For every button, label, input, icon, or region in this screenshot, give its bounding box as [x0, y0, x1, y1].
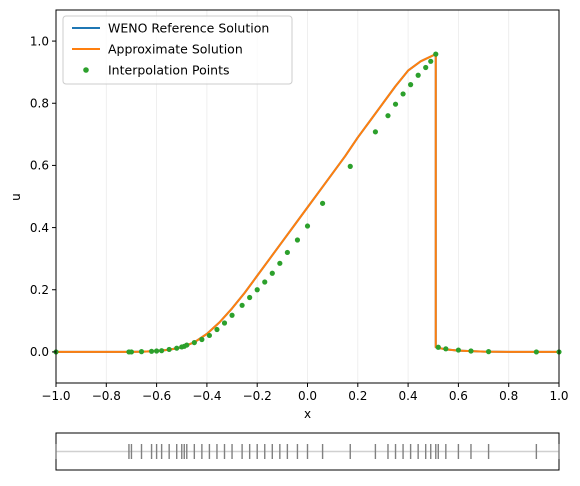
y-axis-label: u: [9, 193, 23, 201]
y-axis-ticks: 0.0 0.2 0.4 0.6 0.8 1.0: [30, 34, 56, 359]
interpolation-point: [247, 294, 253, 301]
interpolation-point: [428, 58, 434, 64]
x-tick-label: −1.0: [41, 389, 70, 403]
interpolation-point: [533, 349, 539, 355]
interpolation-point: [206, 332, 213, 339]
x-axis-ticks: −1.0 −0.8 −0.6 −0.4 −0.2 0.0 0.2 0.4 0.6 0.8 1.0: [41, 383, 569, 403]
x-tick-label: 0.0: [298, 389, 317, 403]
interpolation-point: [148, 348, 155, 354]
interpolation-point: [269, 270, 275, 276]
y-tick-label: 0.2: [30, 283, 49, 297]
legend: WENO Reference Solution Approximate Solu…: [62, 15, 293, 85]
interpolation-point: [229, 312, 235, 318]
y-tick-label: 0.4: [30, 221, 49, 235]
interpolation-point: [392, 101, 399, 107]
interpolation-point: [154, 348, 160, 354]
interpolation-point: [294, 237, 301, 243]
interpolation-point: [138, 349, 145, 355]
x-tick-label: −0.8: [92, 389, 121, 403]
legend-label-approx: Approximate Solution: [108, 42, 243, 57]
interpolation-point: [174, 345, 180, 351]
interpolation-point: [385, 113, 391, 119]
y-tick-label: 0.0: [30, 345, 49, 359]
interpolation-point: [408, 82, 414, 88]
x-axis-label: x: [304, 407, 311, 421]
interpolation-strip-plot: [55, 432, 560, 471]
interpolation-point: [239, 302, 245, 308]
interpolation-point: [455, 347, 461, 353]
interpolation-point: [221, 320, 228, 326]
x-tick-label: −0.6: [142, 389, 171, 403]
y-tick-label: 1.0: [30, 34, 49, 48]
interpolation-point: [319, 200, 326, 206]
x-tick-label: 0.2: [348, 389, 367, 403]
interpolation-point: [423, 64, 429, 71]
interpolation-point: [347, 163, 353, 169]
interpolation-point: [372, 129, 379, 135]
x-tick-label: −0.2: [243, 389, 272, 403]
interpolation-point: [435, 344, 441, 350]
y-tick-label: 0.6: [30, 159, 49, 173]
main-plot: −1.0 −0.8 −0.6 −0.4 −0.2 0.0 0.2 0.4 0.6 0.8 1.0 0…: [9, 9, 569, 421]
interpolation-point: [191, 339, 197, 346]
interpolation-point: [159, 348, 165, 354]
interpolation-point: [400, 91, 406, 97]
interpolation-point: [199, 336, 205, 343]
interpolation-point: [468, 348, 474, 354]
strip-point-marks: [55, 444, 560, 459]
x-tick-label: −0.4: [192, 389, 221, 403]
interpolation-point: [277, 260, 283, 266]
legend-swatch-points: [83, 67, 89, 73]
interpolation-point: [443, 346, 449, 352]
interpolation-point: [415, 72, 421, 78]
interpolation-point: [433, 51, 439, 57]
legend-label-weno: WENO Reference Solution: [108, 21, 269, 36]
interpolation-point: [184, 342, 190, 348]
x-tick-label: 1.0: [549, 389, 568, 403]
interpolation-point: [166, 346, 172, 353]
interpolation-points: [53, 51, 562, 355]
x-tick-label: 0.4: [399, 389, 418, 403]
legend-box: [62, 15, 293, 85]
x-tick-label: 0.8: [499, 389, 518, 403]
interpolation-point: [485, 349, 492, 355]
x-tick-label: 0.6: [449, 389, 468, 403]
interpolation-point: [214, 326, 220, 333]
interpolation-point: [128, 349, 135, 355]
interpolation-point: [262, 279, 268, 285]
interpolation-point: [254, 287, 260, 293]
interpolation-point: [304, 223, 311, 229]
legend-label-points: Interpolation Points: [108, 63, 230, 78]
y-tick-label: 0.8: [30, 96, 49, 110]
interpolation-point: [284, 249, 290, 256]
